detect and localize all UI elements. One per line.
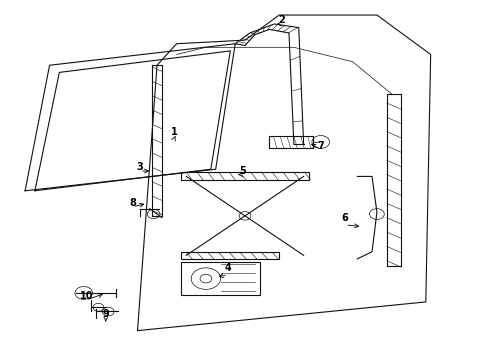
Text: 5: 5	[239, 166, 246, 176]
Text: 8: 8	[129, 198, 136, 208]
Bar	[270, 136, 314, 148]
Text: 2: 2	[278, 15, 285, 25]
Bar	[181, 172, 309, 180]
Circle shape	[239, 212, 251, 220]
Bar	[181, 262, 260, 295]
Bar	[181, 252, 279, 259]
Text: 6: 6	[342, 213, 348, 223]
Text: 9: 9	[102, 309, 109, 319]
Text: 7: 7	[318, 140, 324, 150]
Text: 4: 4	[224, 263, 231, 273]
Text: 1: 1	[171, 127, 177, 137]
Text: 10: 10	[79, 291, 93, 301]
Text: 3: 3	[137, 162, 143, 172]
